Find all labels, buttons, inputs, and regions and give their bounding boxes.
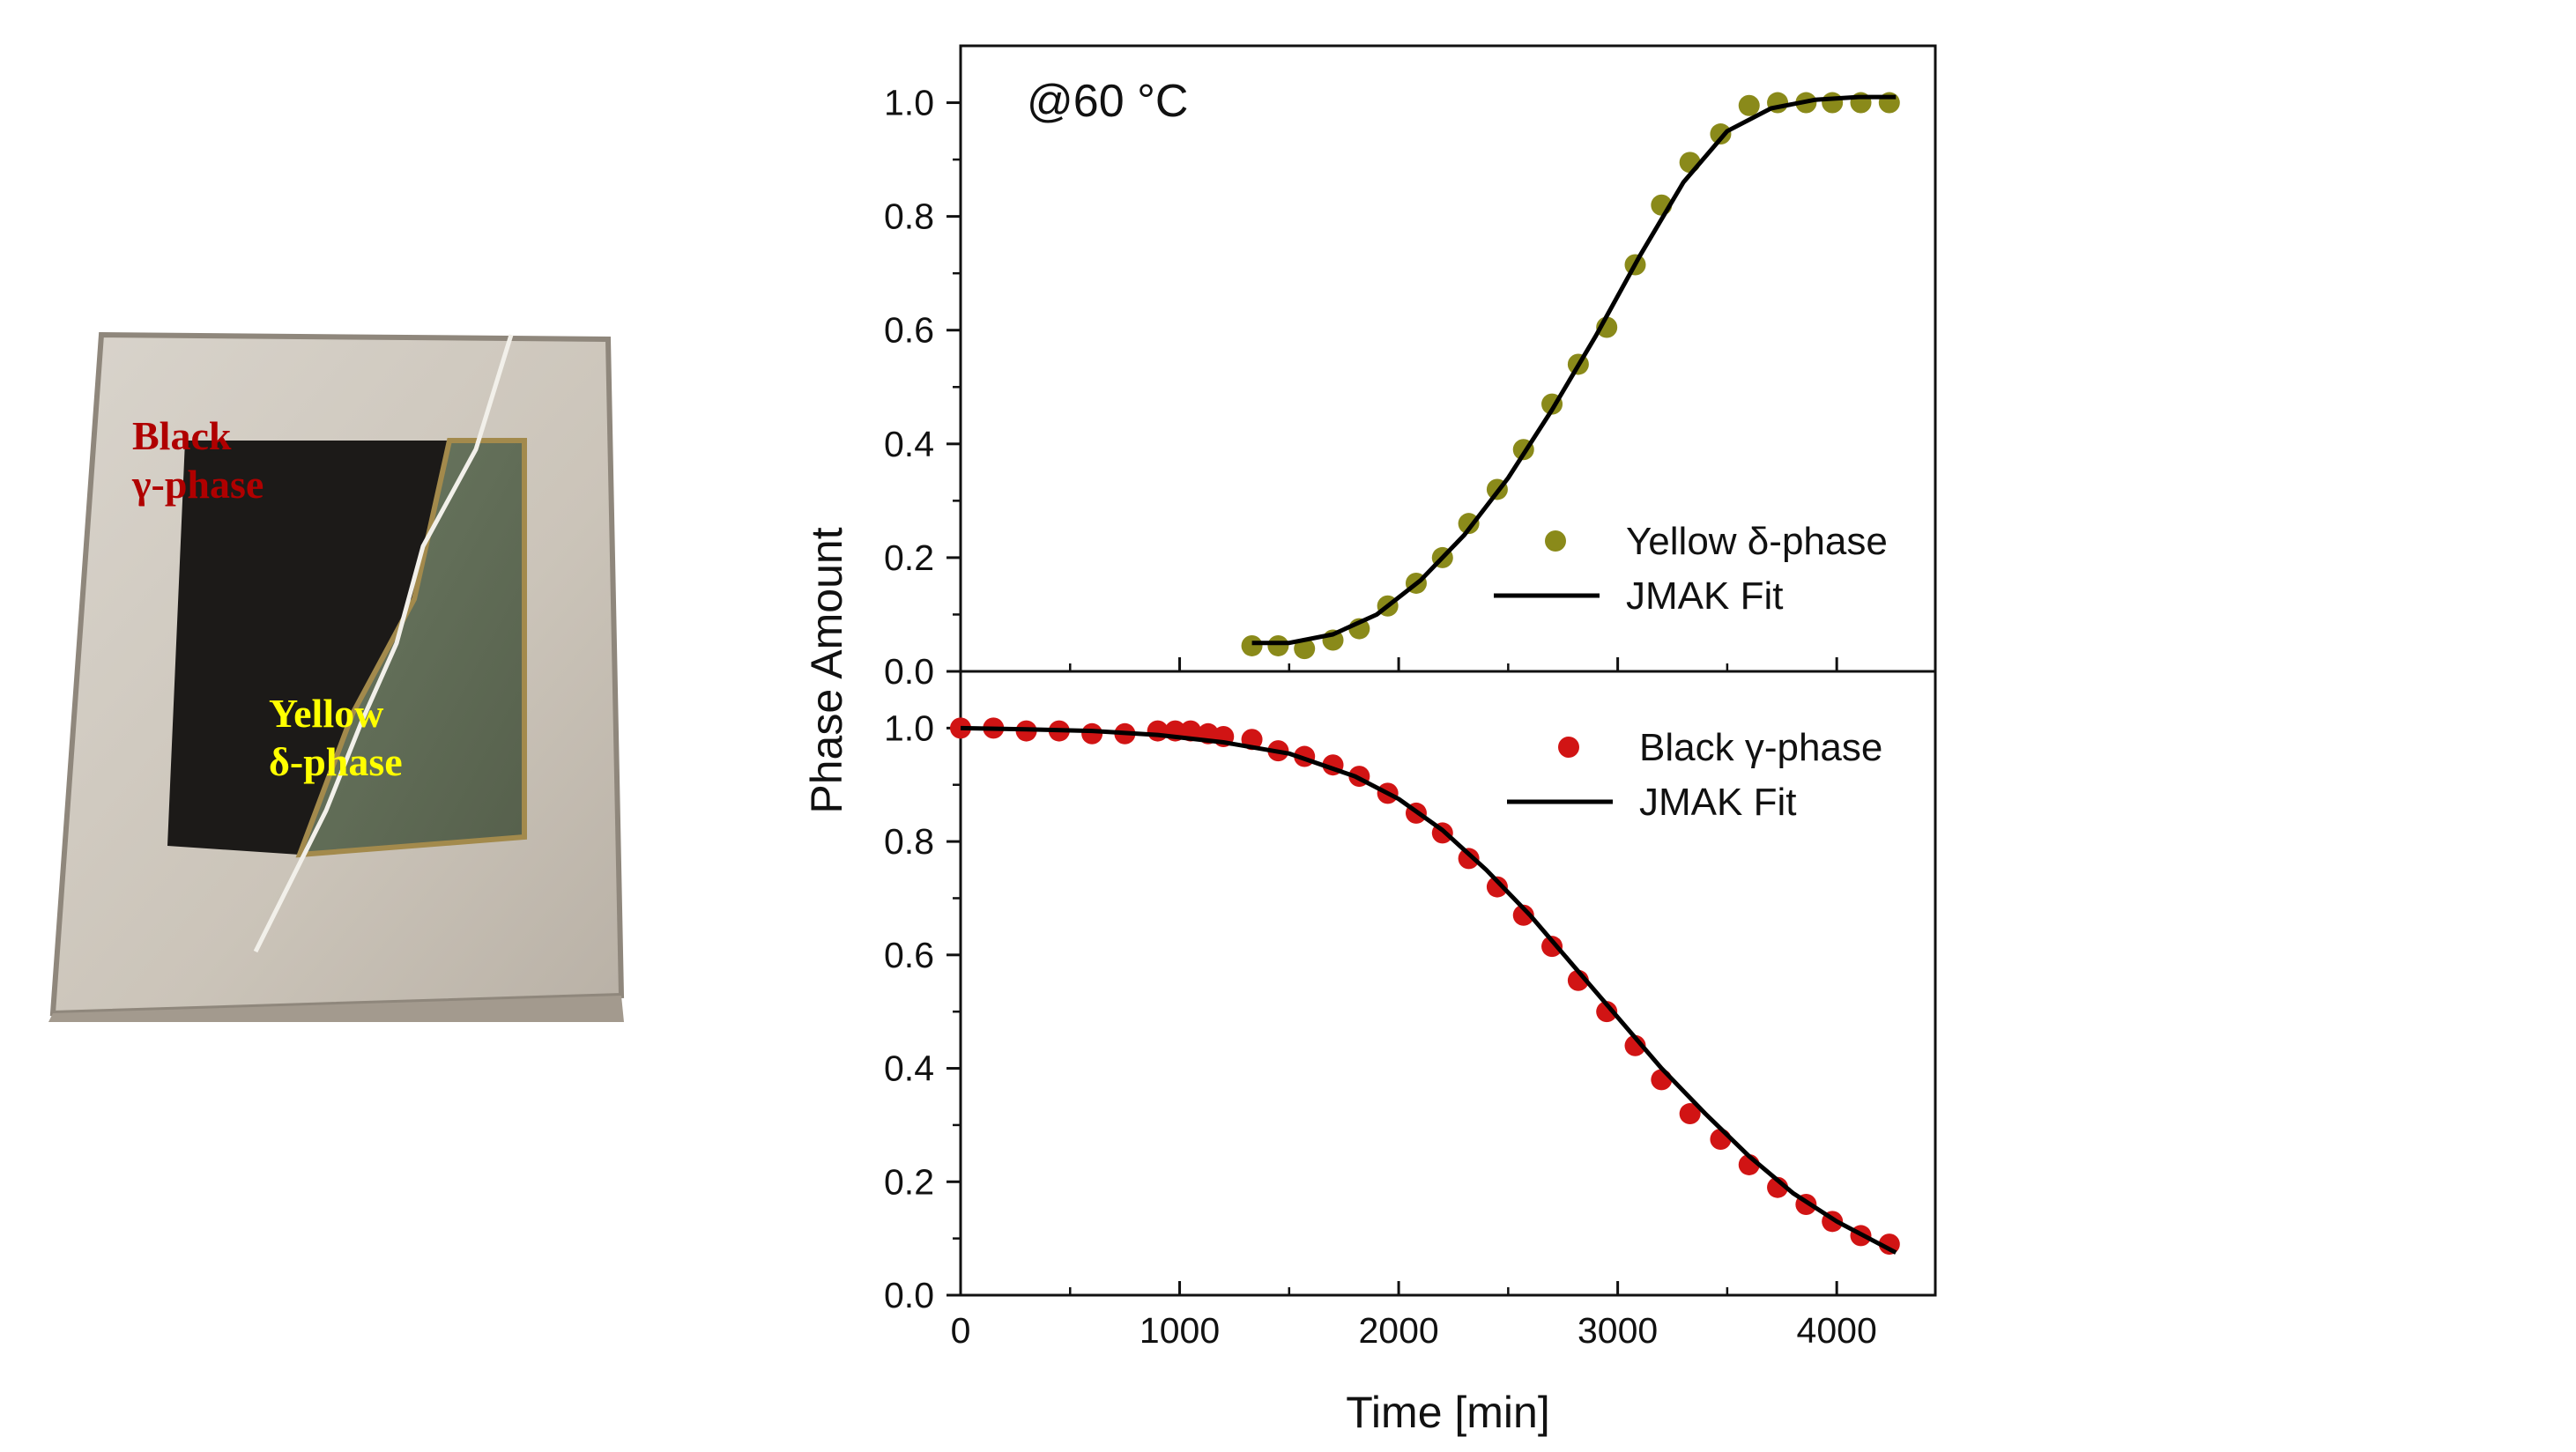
legend-label-top: JMAK Fit	[1626, 574, 1783, 618]
data-point-bottom	[1512, 904, 1534, 926]
black-phase-label-line1: Black	[132, 413, 232, 458]
yellow-phase-label-line2: δ-phase	[269, 739, 403, 784]
data-point-bottom	[1710, 1129, 1732, 1150]
plot-frame-top	[959, 44, 1937, 673]
legend-label-top: Yellow δ-phase	[1626, 520, 1888, 563]
data-point-top	[1822, 92, 1844, 114]
glass-crack	[253, 334, 514, 953]
yellow-phase-label-line1: Yellow	[269, 691, 383, 736]
data-point-bottom	[1624, 1034, 1646, 1056]
y-axis-title: Phase Amount	[802, 527, 851, 813]
data-point-top	[1710, 123, 1732, 145]
y-tick-label-top: 0.6	[884, 310, 934, 351]
y-tick-label-top: 0.2	[884, 537, 934, 578]
y-tick-label-top: 1.0	[884, 83, 934, 123]
data-point-top	[1738, 94, 1760, 116]
legend-marker-bottom	[1558, 737, 1579, 758]
sample-photo: Black γ-phase Yellow δ-phase	[48, 331, 625, 1022]
legend-label-bottom: Black γ-phase	[1639, 726, 1882, 769]
y-tick-label-bottom: 0.0	[884, 1275, 934, 1315]
x-tick-label: 2000	[1358, 1310, 1438, 1351]
data-point-bottom	[1651, 1069, 1673, 1091]
y-tick-label-bottom: 0.2	[884, 1161, 934, 1202]
data-point-top	[1241, 634, 1263, 656]
fit-line-bottom	[960, 725, 1897, 1255]
yellow-film	[295, 438, 527, 858]
y-tick-label-top: 0.4	[884, 424, 934, 464]
data-point-bottom	[950, 717, 971, 739]
x-axis-title: Time [min]	[1346, 1388, 1550, 1437]
data-point-top	[1294, 638, 1316, 660]
data-point-top	[1458, 513, 1480, 535]
y-tick-label-bottom: 0.6	[884, 935, 934, 975]
fit-line-top	[1251, 94, 1897, 646]
y-tick-label-bottom: 1.0	[884, 707, 934, 748]
data-point-bottom	[1596, 1001, 1618, 1023]
chart-labels: @60 °C Time [min] Phase Amount	[802, 76, 1550, 1437]
chart-marks	[950, 92, 1900, 1256]
x-tick-label: 3000	[1578, 1310, 1658, 1351]
data-point-bottom	[1458, 848, 1480, 870]
chart-axes: 0.0 0.2 0.4 0.6 0.8 1.0 0.0 0.2 0.4 0.6 0.8 1.0 0 100…	[884, 44, 1937, 1351]
y-tick-label-top: 0.0	[884, 651, 934, 692]
x-tick-label: 4000	[1797, 1310, 1877, 1351]
legend-label-bottom: JMAK Fit	[1639, 781, 1796, 824]
black-film	[167, 441, 494, 855]
data-point-top	[1679, 152, 1701, 174]
legend-marker-top	[1545, 530, 1566, 552]
y-tick-label-bottom: 0.8	[884, 821, 934, 862]
chart-legends: Yellow δ-phase JMAK Fit Black γ-phase JMAK …	[1494, 520, 1888, 824]
x-tick-label: 0	[951, 1310, 971, 1351]
data-point-bottom	[1679, 1103, 1701, 1125]
data-point-bottom	[1486, 876, 1508, 898]
black-phase-label-line2: γ-phase	[131, 462, 264, 507]
glass-edge	[48, 996, 624, 1022]
data-point-bottom	[1541, 936, 1563, 958]
data-point-bottom	[1878, 1233, 1900, 1256]
y-tick-label-bottom: 0.4	[884, 1048, 934, 1089]
y-tick-label-top: 0.8	[884, 196, 934, 237]
temperature-annotation: @60 °C	[1027, 76, 1188, 127]
data-point-bottom	[1081, 722, 1103, 745]
data-point-top	[1267, 634, 1289, 656]
plot-frame-bottom	[959, 670, 1937, 1297]
x-tick-label: 1000	[1140, 1310, 1220, 1351]
